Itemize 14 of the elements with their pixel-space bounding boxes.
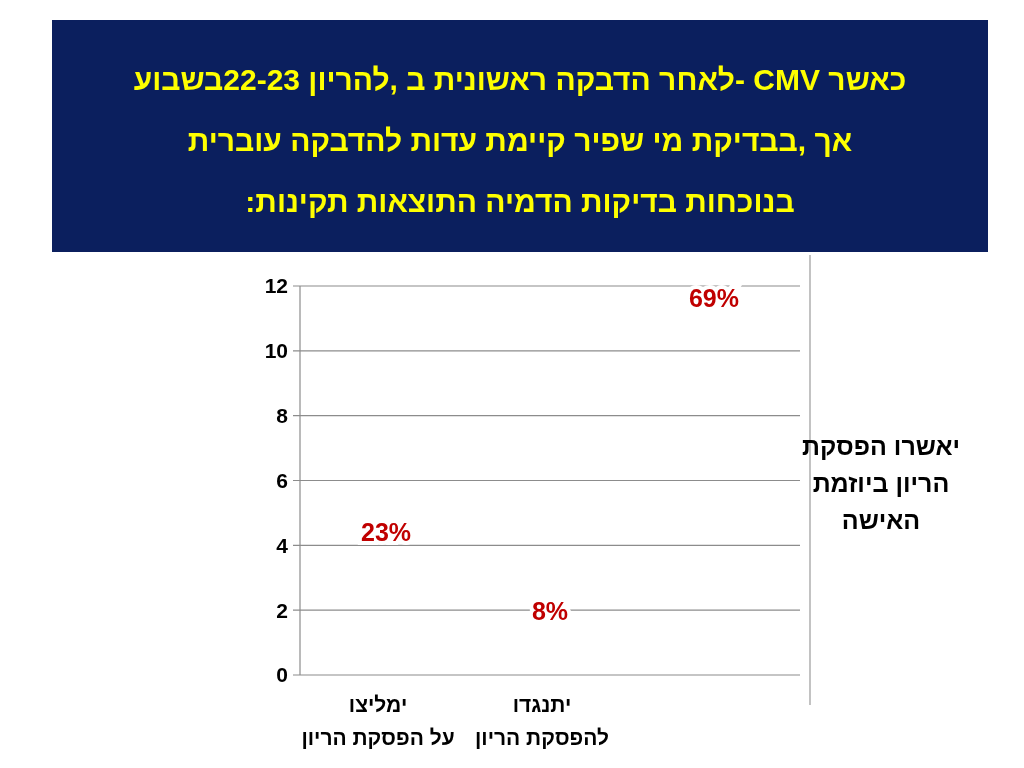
text: יאשרו הפסקת הריון ביוזמת האישה	[801, 432, 961, 534]
y-tick-label: 10	[264, 339, 288, 363]
annotation: 23%	[361, 517, 412, 546]
chart-title: כאשר CMV -לאחר הדבקה ראשונית ב ,להריון 22-23בשבוע אך ,בבדיקת מי שפיר קיימת עדות להדבקה עוברית בנוכחות בדיקות הדמיה התוצאות תקינות:	[133, 63, 907, 218]
x-tick-label: ימליצו על הפסקת הריון	[301, 693, 455, 749]
y-tick-label: 4	[276, 533, 289, 557]
y-tick-label: 0	[276, 663, 288, 687]
y-tick-label: 2	[276, 598, 288, 622]
y-tick-label: 8	[276, 404, 289, 428]
y-tick-label: 6	[276, 468, 288, 492]
y-tick-label: 12	[264, 274, 288, 298]
annotation: 69%	[688, 283, 739, 312]
x-tick-label: יתנגדו להפסקת הריון	[474, 693, 610, 749]
annotation: 8%	[531, 596, 569, 625]
